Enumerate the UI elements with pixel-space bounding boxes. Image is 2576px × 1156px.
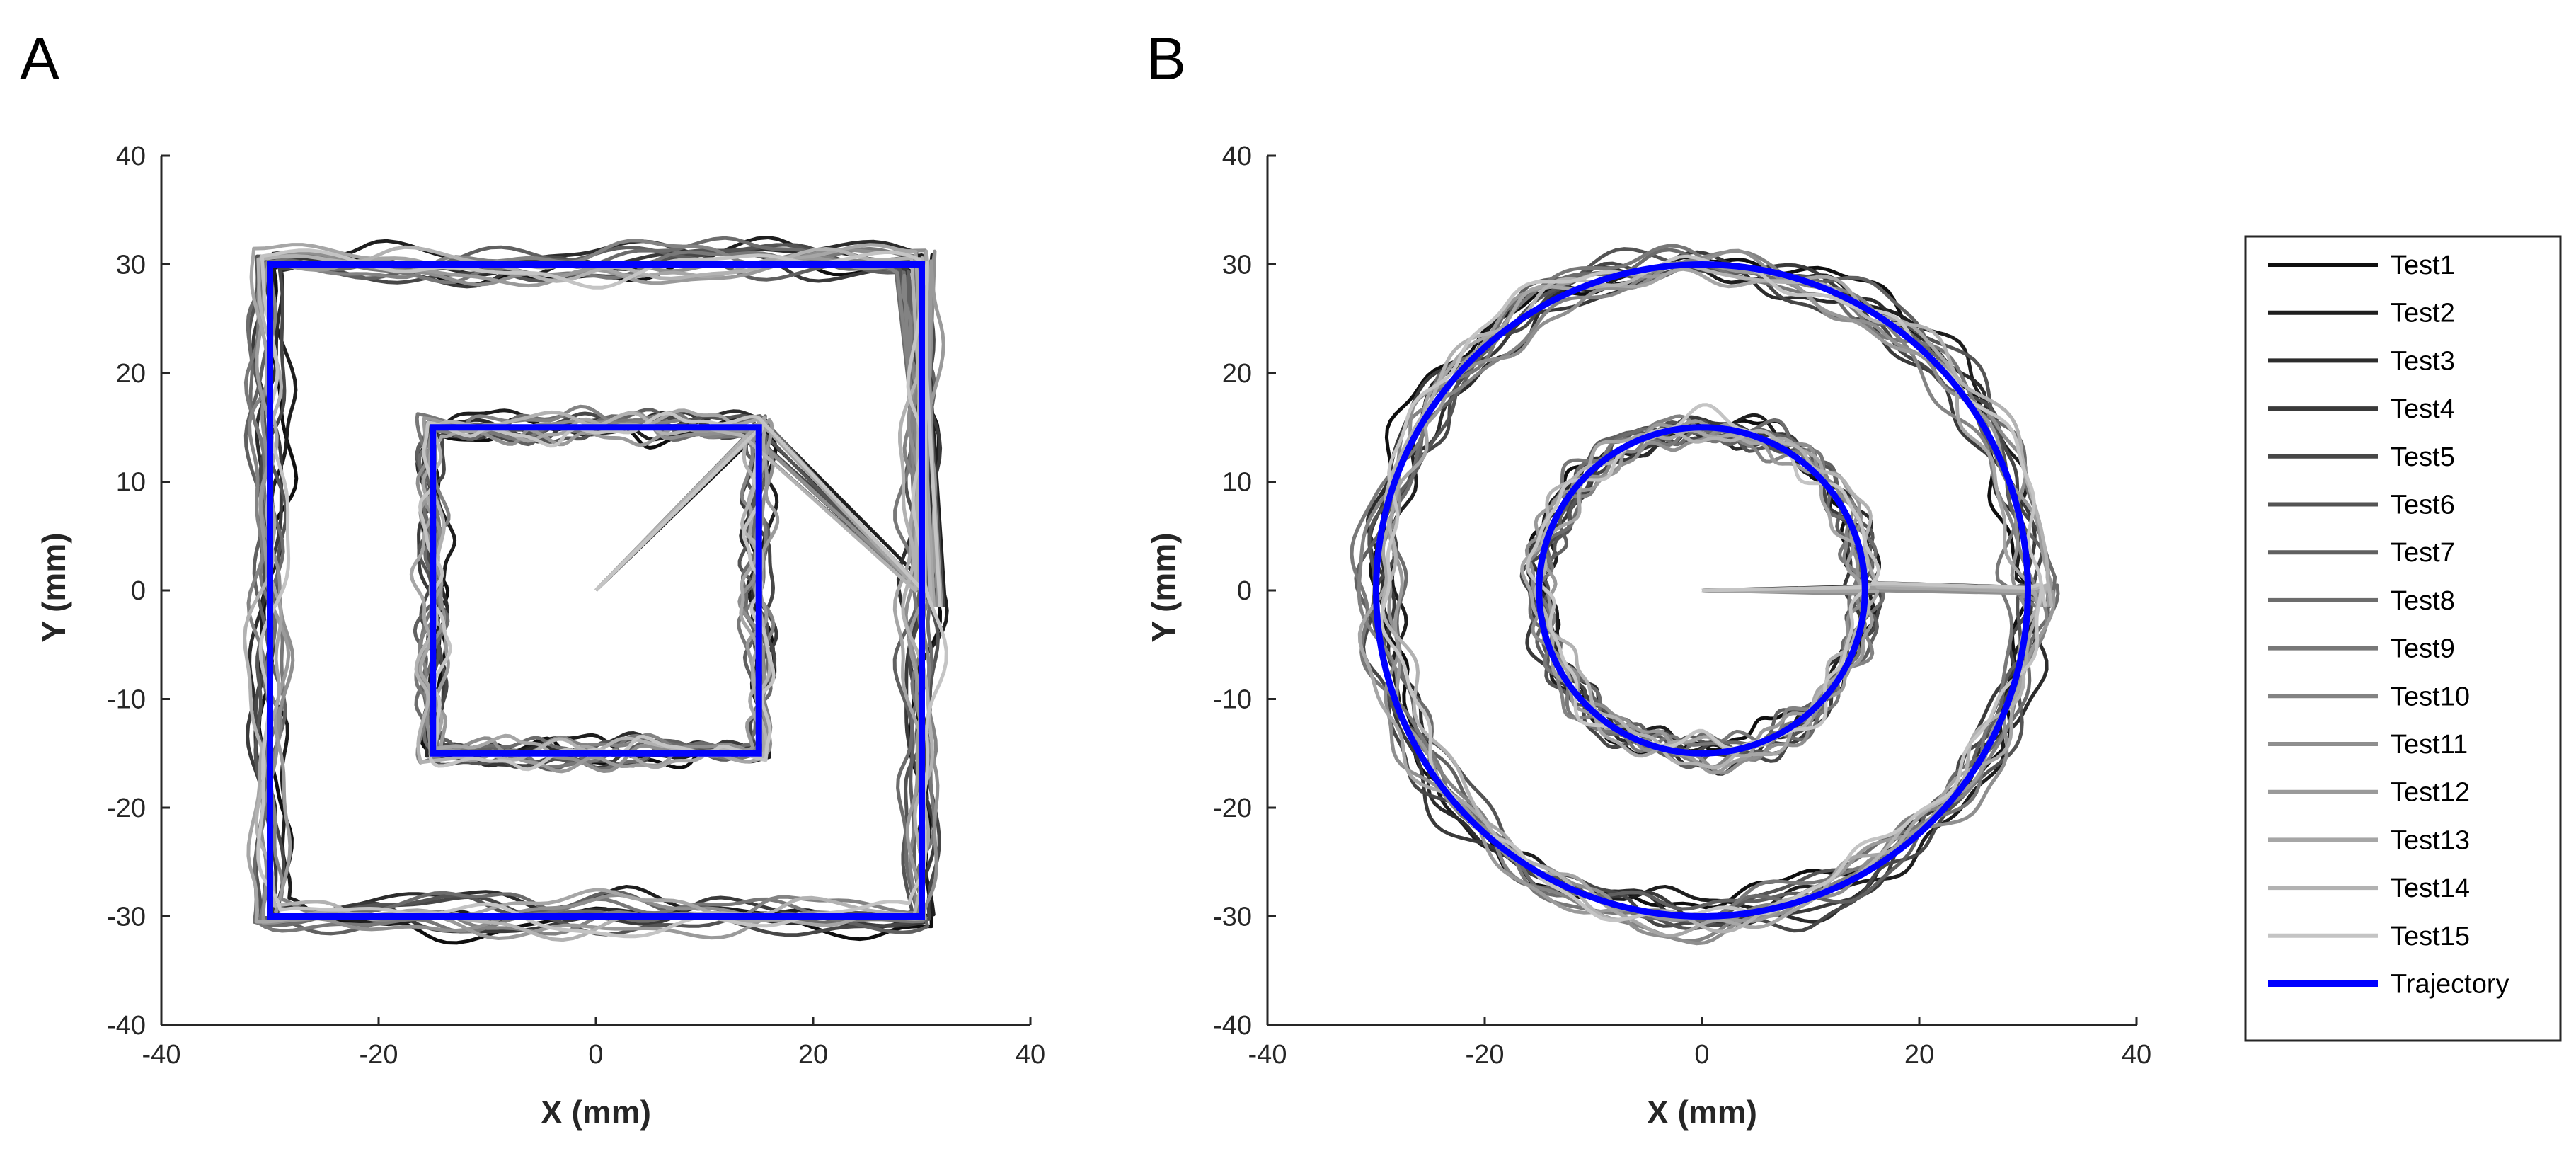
y-tick-label: 30 xyxy=(116,251,146,280)
panel-letter-a: A xyxy=(20,25,59,92)
legend-label: Test12 xyxy=(2391,778,2470,808)
trace-test13 xyxy=(1357,267,2043,938)
legend-box xyxy=(2244,235,2562,1042)
y-tick-label: -20 xyxy=(107,794,146,823)
reference-outer-circle xyxy=(1373,261,2031,920)
reference-inner-circle xyxy=(1536,424,1868,757)
legend-label: Test7 xyxy=(2391,538,2455,568)
x-axis-title-b: X (mm) xyxy=(1647,1094,1757,1131)
x-tick-label: -40 xyxy=(1248,1040,1287,1070)
y-tick-label: 40 xyxy=(116,142,146,171)
panel-letter-b: B xyxy=(1146,25,1186,92)
legend-label: Test1 xyxy=(2391,251,2455,280)
y-tick-label: 10 xyxy=(1222,468,1252,498)
legend-label: Trajectory xyxy=(2391,970,2509,1000)
y-axis-title-a: Y (mm) xyxy=(35,532,72,642)
legend-label: Test13 xyxy=(2391,825,2470,855)
legend-label: Test5 xyxy=(2391,442,2455,472)
y-tick-label: -20 xyxy=(1213,794,1252,823)
reference-trajectory-a xyxy=(267,261,925,920)
legend-entries: Test1 Test2 Test3 Test4 Test5 Test6 Test7 Test8… xyxy=(2268,251,2509,1000)
reference-outer-square xyxy=(267,261,925,920)
axes-a: -40 -30 -20 -10 0 10 20 30 40 -40 -20 0 20 40 xyxy=(107,142,1045,1070)
legend-label: Test15 xyxy=(2391,922,2470,951)
x-tick-label: 40 xyxy=(2122,1040,2151,1070)
reference-inner-square xyxy=(430,424,762,757)
legend-label: Test14 xyxy=(2391,874,2470,903)
legend-label: Test4 xyxy=(2391,394,2455,424)
y-tick-label: 30 xyxy=(1222,251,1252,280)
y-tick-label: -10 xyxy=(1213,685,1252,715)
legend-label: Test8 xyxy=(2391,586,2455,616)
y-tick-label: 0 xyxy=(131,576,146,606)
x-tick-label: 20 xyxy=(798,1040,828,1070)
panel-b: B -40 -30 -20 -10 0 10 20 30 40 -40 -20 0 20 40 X (mm… xyxy=(1145,25,2151,1131)
x-tick-label: -20 xyxy=(1466,1040,1505,1070)
x-tick-label: 40 xyxy=(1016,1040,1045,1070)
trace-test14 xyxy=(1381,262,2054,934)
y-tick-label: 0 xyxy=(1237,576,1252,606)
x-tick-label: 0 xyxy=(588,1040,603,1070)
y-tick-label: 20 xyxy=(116,359,146,389)
legend: Test1 Test2 Test3 Test4 Test5 Test6 Test7 Test8… xyxy=(2244,235,2562,1042)
axes-b: -40 -30 -20 -10 0 10 20 30 40 -40 -20 0 20 40 xyxy=(1213,142,2151,1070)
y-tick-label: 10 xyxy=(116,468,146,498)
legend-label: Test9 xyxy=(2391,634,2455,664)
y-tick-label: -10 xyxy=(107,685,146,715)
y-tick-label: -40 xyxy=(1213,1011,1252,1041)
y-tick-label: 20 xyxy=(1222,359,1252,389)
legend-label: Test6 xyxy=(2391,491,2455,520)
y-tick-label: -30 xyxy=(107,903,146,932)
y-tick-label: -40 xyxy=(107,1011,146,1041)
x-tick-label: 20 xyxy=(1904,1040,1934,1070)
legend-label: Test3 xyxy=(2391,346,2455,376)
panel-a: A -40 -30 -20 -10 0 10 20 30 40 -40 -20 0 20 40 X (mm… xyxy=(20,25,1045,1131)
legend-label: Test11 xyxy=(2391,730,2468,760)
x-axis-title-a: X (mm) xyxy=(541,1094,651,1131)
x-tick-label: -20 xyxy=(360,1040,398,1070)
y-tick-label: -30 xyxy=(1213,903,1252,932)
y-axis-title-b: Y (mm) xyxy=(1145,532,1182,642)
legend-label: Test10 xyxy=(2391,682,2470,711)
legend-label: Test2 xyxy=(2391,299,2455,328)
y-tick-label: 40 xyxy=(1222,142,1252,171)
x-tick-label: 0 xyxy=(1694,1040,1709,1070)
x-tick-label: -40 xyxy=(142,1040,181,1070)
reference-trajectory-b xyxy=(1373,261,2031,920)
